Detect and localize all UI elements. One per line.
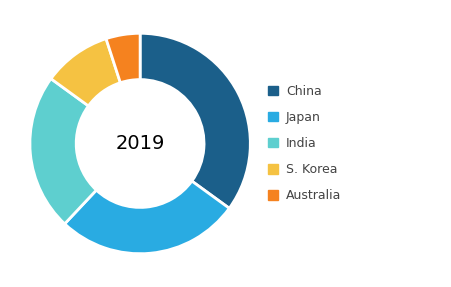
Wedge shape: [30, 79, 96, 224]
Wedge shape: [106, 33, 140, 83]
Legend: China, Japan, India, S. Korea, Australia: China, Japan, India, S. Korea, Australia: [268, 85, 341, 202]
Wedge shape: [64, 181, 229, 254]
Wedge shape: [140, 33, 250, 208]
Text: 2019: 2019: [115, 134, 165, 153]
Wedge shape: [51, 39, 120, 106]
